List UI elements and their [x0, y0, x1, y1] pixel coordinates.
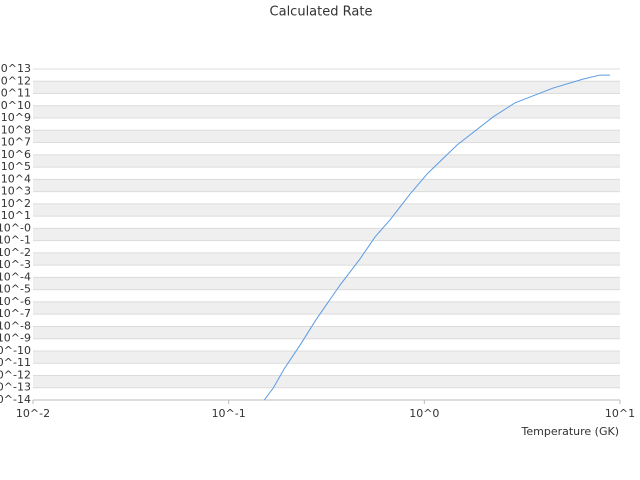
y-tick-label: 10^-11 — [0, 356, 31, 369]
y-tick-label: 10^2 — [1, 197, 31, 210]
x-tick-label: 10^0 — [409, 407, 439, 420]
y-tick-label: 10^7 — [1, 136, 31, 149]
y-tick-label: 10^-5 — [0, 283, 31, 296]
y-tick-label: 10^-0 — [0, 221, 31, 234]
band — [33, 277, 620, 290]
x-axis-label: Temperature (GK) — [521, 425, 620, 438]
x-tick-label: 10^-2 — [16, 407, 50, 420]
band — [33, 252, 620, 266]
y-tick-label: 10^-6 — [0, 295, 31, 308]
y-tick-label: 10^-7 — [0, 307, 31, 320]
band — [33, 228, 620, 241]
y-tick-label: 10^-3 — [0, 258, 31, 271]
band — [33, 130, 620, 143]
y-tick-label: 10^13 — [0, 62, 31, 75]
y-tick-label: 10^-1 — [0, 234, 31, 247]
x-tick-label: 10^1 — [605, 407, 635, 420]
y-tick-label: 10^-4 — [0, 270, 31, 283]
x-tick-label: 10^-1 — [212, 407, 246, 420]
band — [33, 326, 620, 339]
y-tick-label: 10^11 — [0, 87, 31, 100]
y-tick-label: 10^-14 — [0, 393, 31, 406]
band — [33, 179, 620, 192]
line — [263, 74, 611, 401]
chart-title: Calculated Rate — [270, 5, 373, 20]
y-tick-label: 10^5 — [1, 160, 31, 173]
band — [33, 105, 620, 119]
band — [33, 154, 620, 168]
y-tick-label: 10^-2 — [0, 246, 31, 259]
y-tick-label: 10^-10 — [0, 344, 31, 357]
y-tick-label: 10^12 — [0, 74, 31, 87]
y-tick-label: 10^-9 — [0, 332, 31, 345]
y-tick-label: 10^3 — [1, 185, 31, 198]
band — [33, 203, 620, 217]
y-tick-label: 10^9 — [1, 111, 31, 124]
y-tick-label: 10^4 — [1, 172, 31, 185]
y-tick-label: 10^8 — [1, 123, 31, 136]
y-tick-label: 10^-8 — [0, 319, 31, 332]
band — [33, 81, 620, 94]
band — [33, 375, 620, 388]
y-tick-label: 10^1 — [1, 209, 31, 222]
y-tick-label: 10^-13 — [0, 381, 31, 394]
band — [33, 301, 620, 315]
y-tick-label: 10^6 — [1, 148, 31, 161]
y-tick-label: 10^10 — [0, 99, 31, 112]
y-tick-label: 10^-12 — [0, 368, 31, 381]
band — [33, 350, 620, 364]
